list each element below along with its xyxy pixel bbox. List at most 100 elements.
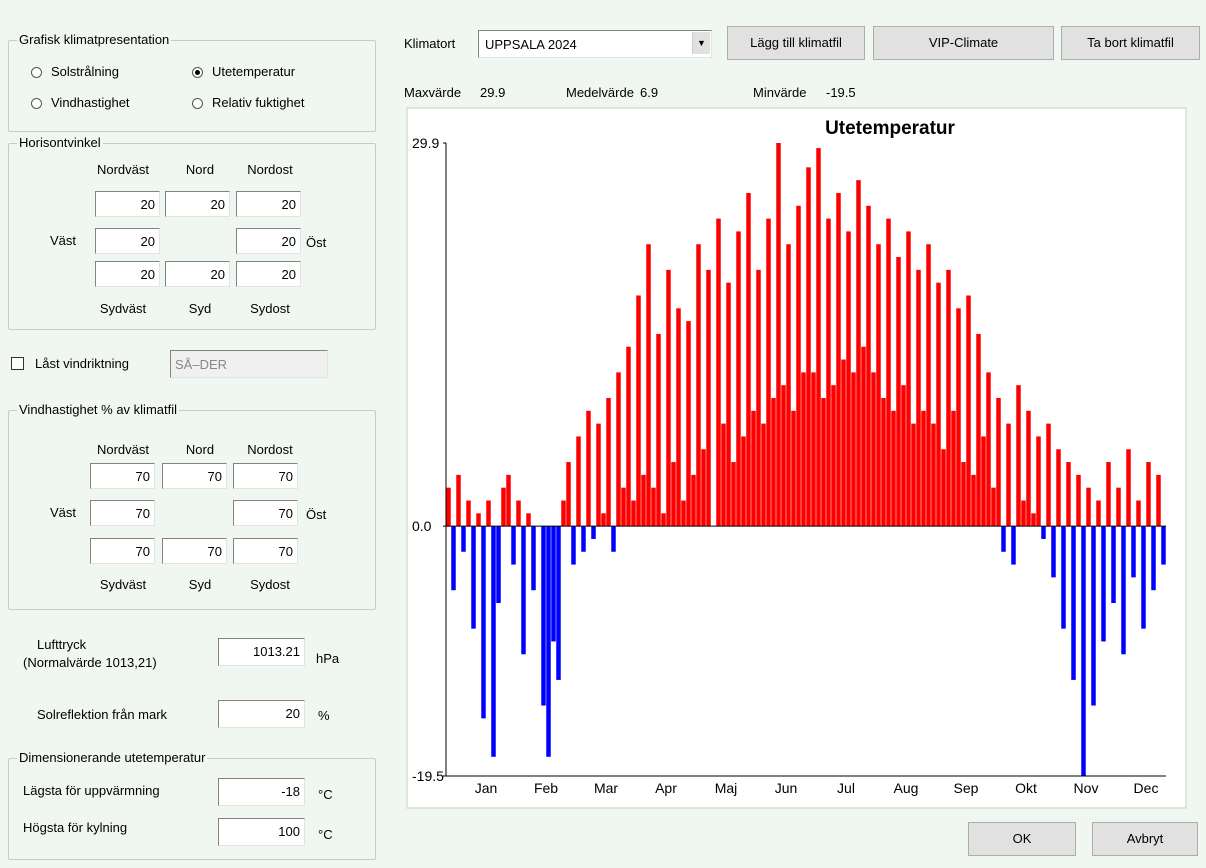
bar [616,372,621,527]
radio-label: Relativ fuktighet [212,95,305,110]
bar [511,526,516,565]
bar [1021,500,1026,527]
bar [1071,526,1076,680]
bar [561,500,566,527]
bar [871,372,876,527]
value-field[interactable]: 20 [165,261,230,287]
bar [1161,526,1166,565]
combo-arrow[interactable]: ▼ [692,32,710,54]
value-field[interactable]: 20 [218,700,305,728]
bar [1126,449,1131,527]
bar [1136,500,1141,527]
button[interactable]: Ta bort klimatfil [1061,26,1200,60]
button[interactable]: OK [968,822,1076,856]
value-field[interactable]: 70 [90,463,155,489]
bar [506,474,511,527]
chart-title: Utetemperatur [825,118,955,139]
radio[interactable] [192,98,203,109]
bar [686,321,691,527]
bar [911,423,916,527]
bar [786,244,791,527]
button[interactable]: Lägg till klimatfil [727,26,865,60]
x-tick-label: Mar [594,780,618,796]
direction-label: Sydväst [99,301,147,316]
bar [956,308,961,527]
value-field[interactable]: 20 [95,228,160,254]
bar [546,526,551,757]
bar [726,282,731,527]
value-field[interactable]: 20 [236,228,301,254]
bar [756,269,761,527]
radio[interactable] [31,67,42,78]
value-field[interactable]: 20 [95,261,160,287]
group-title: Vindhastighet % av klimatfil [17,402,180,417]
value-field[interactable]: 20 [236,191,301,217]
bar [971,474,976,527]
direction-label: Syd [188,301,212,316]
bar [766,218,771,527]
bar [736,231,741,527]
bar [961,462,966,527]
direction-label: Öst [306,507,327,522]
x-tick-label: Jun [775,780,798,796]
x-tick-label: Aug [894,780,919,796]
radio[interactable] [31,98,42,109]
bar [1036,436,1041,527]
button[interactable]: Avbryt [1092,822,1198,856]
value-field[interactable]: 20 [236,261,301,287]
bar [716,218,721,527]
bar [476,513,481,527]
value-field[interactable]: 70 [233,538,298,564]
bar [1061,526,1066,629]
label: Solreflektion från mark [37,707,168,722]
bar [456,474,461,527]
bar [771,397,776,527]
stat-value: 6.9 [640,85,659,100]
button[interactable]: VIP-Climate [873,26,1054,60]
direction-label: Sydväst [99,577,147,592]
bar [811,372,816,527]
label: Högsta för kylning [23,820,128,835]
bar [651,487,656,527]
value-field[interactable]: 70 [90,538,155,564]
radio-label: Solstrålning [51,64,119,79]
value-field[interactable]: 20 [95,191,160,217]
value-field[interactable]: 70 [90,500,155,526]
radio[interactable] [192,67,203,78]
bar [951,410,956,527]
direction-label: Nordväst [96,162,150,177]
x-tick-label: Dec [1134,780,1159,796]
location-combo[interactable]: UPPSALA 2024 ▼ [478,30,712,58]
bar [601,513,606,527]
bar [841,359,846,527]
bar [921,410,926,527]
bar [461,526,466,552]
bar [731,462,736,527]
value-field[interactable]: 20 [165,191,230,217]
stat-label: Minvärde [753,85,807,100]
bar [1086,487,1091,527]
value-field[interactable]: 70 [233,463,298,489]
value-field[interactable]: 70 [162,463,227,489]
value-field[interactable]: 1013.21 [218,638,305,666]
value-field[interactable]: -18 [218,778,305,806]
bar [1151,526,1156,591]
checkbox[interactable] [11,357,24,370]
label: Lufttryck [37,637,87,652]
bar [466,500,471,527]
bar [676,308,681,527]
bar [946,269,951,527]
bar [666,269,671,527]
bar [1076,474,1081,527]
bar [866,205,871,527]
bar [671,462,676,527]
value-field[interactable]: 70 [233,500,298,526]
value-field[interactable]: 100 [218,818,305,846]
bar [481,526,486,719]
bar [1051,526,1056,578]
bar [1011,526,1016,565]
bar [576,436,581,527]
value-field[interactable]: 70 [162,538,227,564]
bar [636,295,641,527]
